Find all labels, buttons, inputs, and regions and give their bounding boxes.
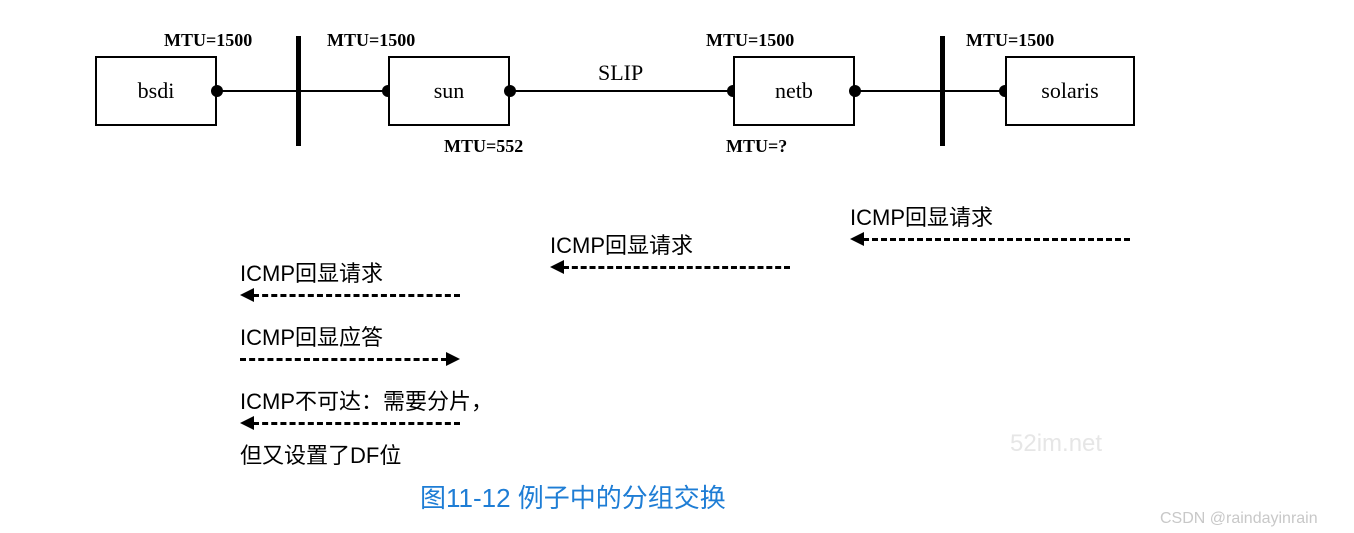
message-text: ICMP回显请求	[850, 200, 1130, 232]
arrow-body	[863, 238, 1130, 241]
dashed-arrow-left	[850, 232, 1130, 246]
message-icmp-echo-request-1: ICMP回显请求	[850, 200, 1130, 246]
node-netb: netb	[733, 56, 855, 126]
arrow-head-icon	[240, 288, 254, 302]
arrow-head-icon	[850, 232, 864, 246]
message-icmp-echo-reply: ICMP回显应答	[240, 320, 460, 366]
dashed-arrow-right	[240, 352, 460, 366]
mtu-label-solaris-top: MTU=1500	[966, 30, 1054, 51]
dashed-arrow-left	[240, 288, 460, 302]
arrow-head-icon	[550, 260, 564, 274]
message-icmp-echo-request-3: ICMP回显请求	[240, 256, 460, 302]
message-icmp-unreachable: ICMP不可达：需要分片， 但又设置了DF位	[240, 384, 460, 470]
node-label: solaris	[1041, 78, 1098, 104]
message-text: ICMP回显请求	[240, 256, 460, 288]
node-label: bsdi	[138, 78, 175, 104]
link-line	[855, 90, 941, 92]
dashed-arrow-left	[550, 260, 790, 274]
mtu-label-netb-bottom: MTU=?	[726, 136, 787, 157]
arrow-head-icon	[446, 352, 460, 366]
arrow-body	[240, 358, 447, 361]
attribution-text: CSDN @raindayinrain	[1160, 510, 1318, 528]
message-text: ICMP回显请求	[550, 228, 790, 260]
node-sun: sun	[388, 56, 510, 126]
link-line	[945, 90, 1005, 92]
network-diagram: MTU=1500 bsdi MTU=1500 sun MTU=552 SLIP …	[0, 0, 1354, 533]
mtu-label-sun-top: MTU=1500	[327, 30, 415, 51]
node-solaris: solaris	[1005, 56, 1135, 126]
message-text: ICMP回显应答	[240, 320, 460, 352]
mtu-label-sun-bottom: MTU=552	[444, 136, 523, 157]
node-bsdi: bsdi	[95, 56, 217, 126]
node-label: sun	[434, 78, 465, 104]
arrow-body	[563, 266, 790, 269]
watermark-text: 52im.net	[1010, 430, 1102, 458]
slip-line	[510, 90, 733, 92]
arrow-body	[253, 422, 460, 425]
slip-label: SLIP	[598, 60, 643, 86]
mtu-label-netb-top: MTU=1500	[706, 30, 794, 51]
mtu-label-bsdi-top: MTU=1500	[164, 30, 252, 51]
link-line	[301, 90, 388, 92]
arrow-head-icon	[240, 416, 254, 430]
link-line	[217, 90, 297, 92]
message-icmp-echo-request-2: ICMP回显请求	[550, 228, 790, 274]
figure-caption: 图11-12 例子中的分组交换	[420, 478, 726, 515]
node-label: netb	[775, 78, 813, 104]
dashed-arrow-left	[240, 416, 460, 430]
arrow-body	[253, 294, 460, 297]
message-text-line2: 但又设置了DF位	[240, 438, 460, 470]
message-text: ICMP不可达：需要分片，	[240, 384, 460, 416]
